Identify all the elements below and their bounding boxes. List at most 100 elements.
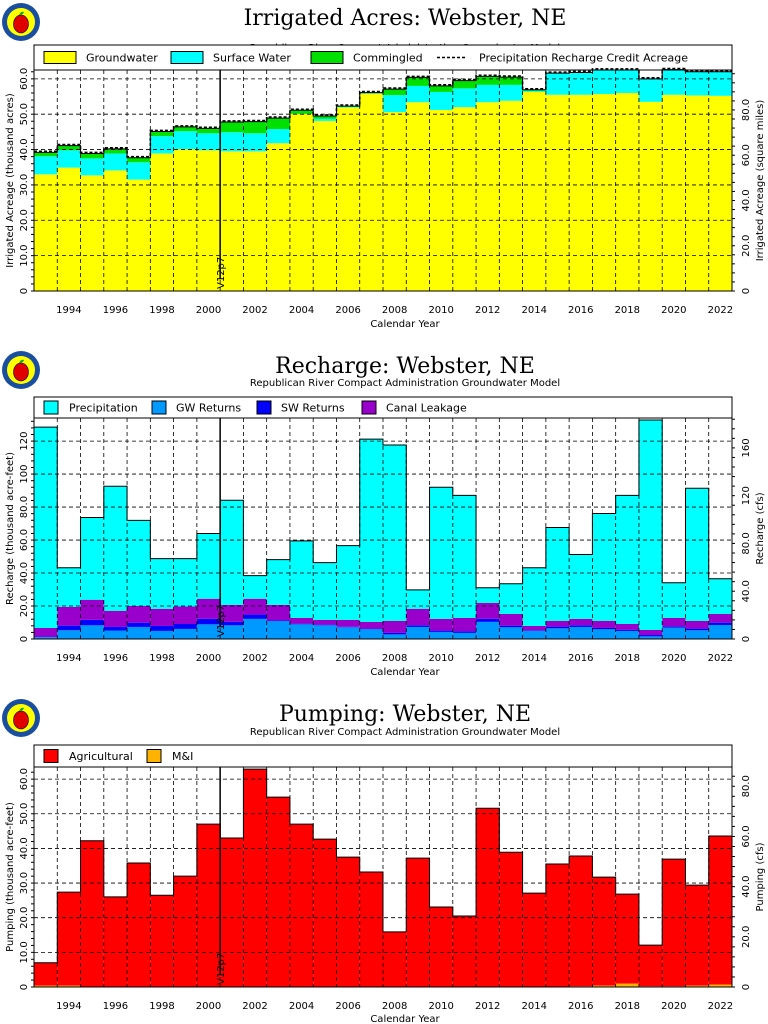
legend-swatch: [43, 400, 59, 415]
y-tick-label: 40.0: [19, 837, 30, 859]
bar-gw-returns-2000: [196, 624, 221, 639]
bar-m-i-2022: [708, 984, 732, 987]
bar-canal-leakage-2021: [685, 620, 709, 629]
bar-agricultural-2003: [266, 797, 290, 987]
bar-gw-returns-2022: [708, 624, 732, 639]
bar-commingled-2003: [266, 118, 290, 130]
bar-sw-returns-2001: [220, 621, 244, 626]
x-tick-label: 1998: [149, 305, 174, 316]
bar-commingled-1995: [80, 153, 104, 159]
x-tick-label: 1994: [56, 1001, 81, 1012]
bar-precipitation-1999: [173, 558, 197, 607]
bar-sw-returns-1998: [150, 625, 174, 631]
bar-commingled-2012: [476, 76, 500, 85]
bar-precipitation-2005: [313, 562, 337, 620]
x-tick-label: 2006: [335, 653, 360, 664]
chart-subtitle: Republican River Compact Administration …: [250, 378, 560, 389]
bar-groundwater-2008: [383, 112, 407, 291]
bar-agricultural-2006: [336, 857, 360, 987]
bar-sw-returns-2020: [662, 626, 686, 628]
v12p7-marker-label: V12p7: [216, 257, 227, 289]
bar-precipitation-2006: [336, 545, 360, 620]
rrca-logo-icon: [2, 3, 40, 41]
bar-m-i-2018: [615, 983, 639, 987]
bar-canal-leakage-2017: [592, 620, 616, 628]
bar-surface-water-2017: [592, 70, 616, 95]
bar-m-i-2021: [685, 985, 709, 987]
legend-label: Precipitation: [69, 402, 138, 415]
leaf-icon: [19, 359, 24, 363]
bar-groundwater-2016: [569, 94, 593, 291]
y-right-tick-label: 0: [741, 288, 752, 294]
legend-box: [33, 396, 733, 419]
bar-sw-returns-2016: [569, 625, 593, 627]
x-tick-label: 1998: [149, 1001, 174, 1012]
bar-surface-water-2013: [499, 84, 523, 101]
bar-commingled-1994: [57, 145, 81, 151]
x-tick-label: 2016: [568, 1001, 593, 1012]
legend-swatch: [170, 51, 204, 64]
bar-canal-leakage-2006: [336, 619, 360, 627]
bar-surface-water-2003: [266, 129, 290, 144]
x-tick-label: 2018: [615, 1001, 640, 1012]
y-right-tick-label: 80.0: [741, 99, 752, 121]
x-tick-label: 2022: [708, 1001, 733, 1012]
legend-label: Agricultural: [69, 750, 133, 763]
bar-agricultural-2019: [638, 945, 663, 987]
bar-gw-returns-1998: [150, 630, 174, 639]
y-tick-label: 50.0: [19, 103, 30, 125]
x-tick-label: 1996: [103, 653, 128, 664]
bar-agricultural-2021: [685, 885, 709, 986]
bar-canal-leakage-2014: [522, 625, 546, 631]
bar-gw-returns-2017: [592, 629, 616, 639]
chart-title: Pumping: Webster, NE: [279, 702, 531, 727]
bar-canal-leakage-2009: [406, 608, 430, 626]
x-tick-label: 1994: [56, 653, 81, 664]
bar-gw-returns-1996: [103, 630, 128, 639]
x-axis-title: Calendar Year: [370, 319, 440, 330]
leaf-icon: [19, 11, 24, 15]
bar-sw-returns-1994: [57, 625, 81, 631]
x-tick-label: 1998: [149, 653, 174, 664]
legend-swatch: [146, 749, 162, 763]
legend-label: Precipitation Recharge Credit Acreage: [479, 52, 688, 65]
bar-surface-water-1996: [103, 153, 128, 171]
bar-gw-returns-2020: [662, 627, 686, 639]
bar-agricultural-1997: [127, 862, 151, 987]
bar-gw-returns-2010: [429, 631, 453, 639]
bar-commingled-2010: [429, 85, 453, 92]
bars: [33, 768, 733, 987]
bars: [33, 69, 733, 292]
bars: [33, 419, 733, 639]
bar-commingled-1997: [127, 157, 151, 163]
y-tick-label: 40.0: [19, 138, 30, 160]
bar-surface-water-2001: [220, 132, 244, 152]
bar-canal-leakage-2010: [429, 618, 453, 631]
bar-agricultural-2012: [476, 808, 500, 987]
y-right-axis-title: Pumping (cfs): [755, 842, 766, 911]
bar-canal-leakage-2001: [220, 604, 244, 622]
bar-agricultural-2018: [615, 894, 639, 984]
bar-precipitation-2013: [499, 583, 523, 614]
y-tick-label: 20.0: [19, 209, 30, 231]
y-tick-label: 60.0: [19, 529, 30, 551]
legend-box: [33, 44, 733, 71]
bar-agricultural-2008: [383, 931, 407, 987]
bar-gw-returns-2019: [638, 636, 663, 639]
bar-commingled-1998: [150, 131, 174, 137]
bar-sw-returns-2014: [522, 630, 546, 631]
x-tick-label: 2002: [242, 1001, 267, 1012]
bar-canal-leakage-2002: [243, 598, 267, 615]
bar-agricultural-2016: [569, 856, 593, 987]
bar-surface-water-2009: [406, 85, 430, 103]
bar-gw-returns-1995: [80, 625, 104, 639]
bar-precipitation-2014: [522, 567, 546, 626]
apple-icon: [13, 710, 29, 730]
bar-groundwater-2014: [522, 91, 546, 291]
bar-groundwater-1997: [127, 179, 151, 291]
bar-groundwater-2006: [336, 107, 360, 291]
bar-canal-leakage-2007: [359, 621, 383, 629]
bar-surface-water-2016: [569, 72, 593, 95]
bar-agricultural-1993: [34, 962, 58, 986]
